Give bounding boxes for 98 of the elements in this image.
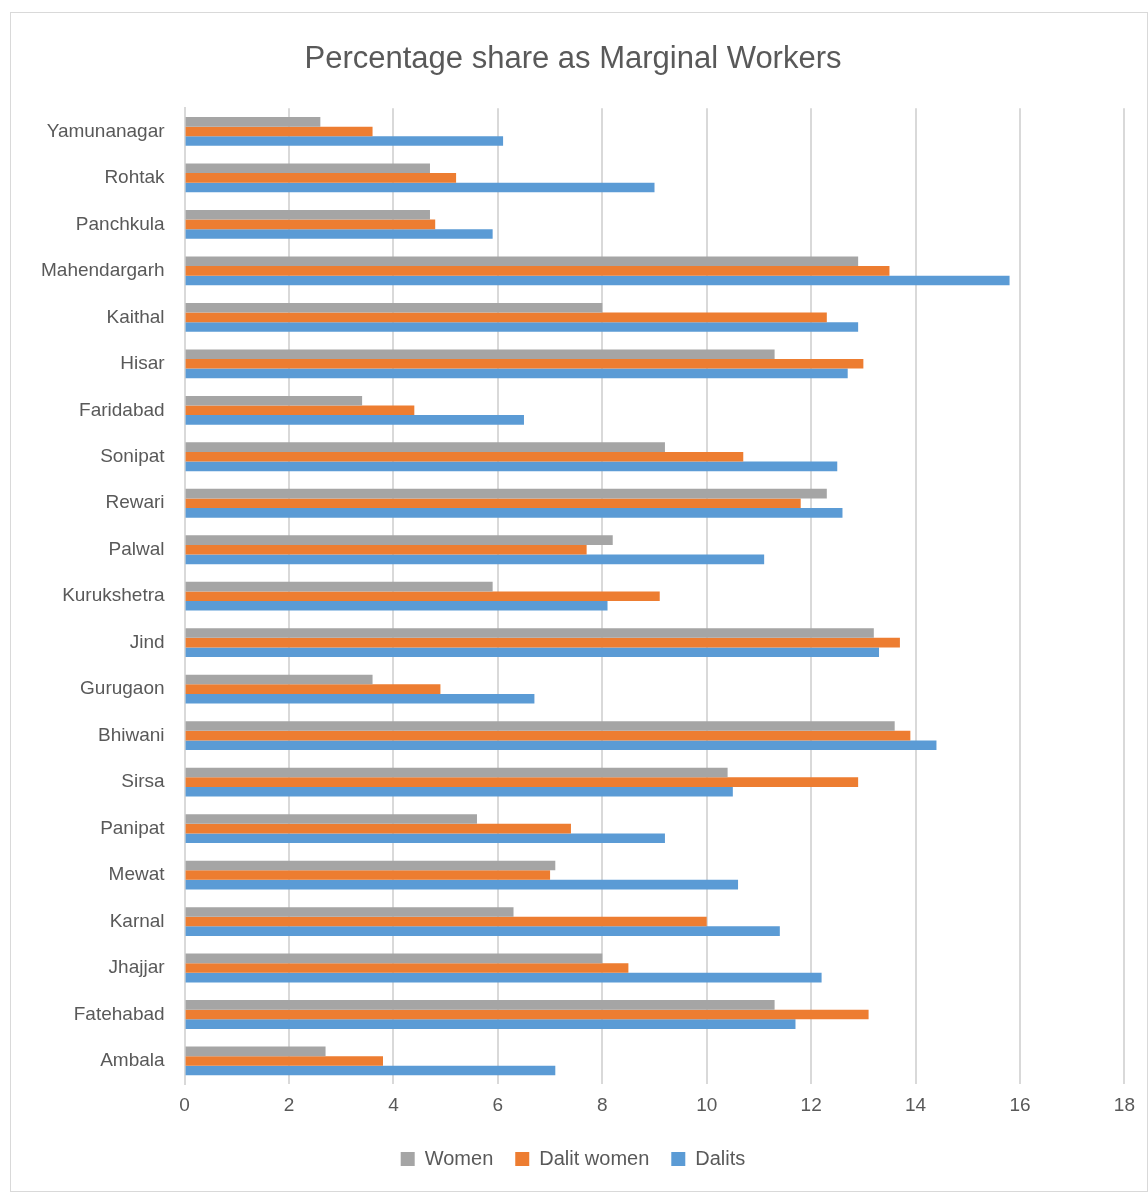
bar bbox=[185, 786, 733, 797]
legend-label: Women bbox=[424, 1146, 494, 1169]
y-tick-label: Faridabad bbox=[79, 398, 165, 420]
bar bbox=[185, 674, 373, 685]
bar bbox=[185, 508, 843, 518]
bar bbox=[185, 275, 1010, 286]
y-tick-label: Jhajjar bbox=[108, 956, 166, 978]
bar bbox=[185, 1019, 796, 1029]
bar bbox=[185, 302, 603, 313]
y-tick-label: Yamunanagar bbox=[46, 119, 166, 141]
y-tick-label: Mahendargarh bbox=[40, 259, 165, 281]
bar bbox=[185, 684, 441, 694]
bar bbox=[185, 1000, 775, 1010]
y-tick-label: Mewat bbox=[108, 863, 166, 885]
bar bbox=[185, 209, 430, 220]
x-tick-label: 4 bbox=[388, 1093, 400, 1115]
bar bbox=[185, 461, 838, 472]
bar bbox=[185, 451, 744, 462]
y-tick-label: Ambala bbox=[100, 1049, 166, 1071]
y-tick-label: Sonipat bbox=[100, 445, 166, 467]
y-tick-label: Kaithal bbox=[106, 305, 165, 327]
y-tick-label: Karnal bbox=[109, 909, 165, 931]
bar bbox=[185, 415, 524, 425]
y-tick-label: Fatehabad bbox=[73, 1002, 165, 1024]
bar bbox=[185, 554, 765, 565]
bar bbox=[185, 266, 890, 276]
bar bbox=[185, 777, 859, 787]
bar bbox=[185, 637, 900, 648]
y-tick-label: Panipat bbox=[100, 816, 166, 838]
bar bbox=[185, 916, 707, 927]
bar bbox=[185, 349, 775, 360]
bar bbox=[185, 591, 660, 601]
bar bbox=[185, 1046, 326, 1057]
x-tick-label: 0 bbox=[179, 1093, 190, 1115]
y-tick-label: Kurukshetra bbox=[62, 584, 165, 606]
bar bbox=[185, 173, 457, 183]
legend-label: Dalits bbox=[695, 1146, 746, 1169]
bar bbox=[185, 1009, 869, 1020]
bar bbox=[185, 907, 514, 917]
bar bbox=[185, 442, 665, 452]
bar bbox=[185, 312, 827, 323]
bar bbox=[185, 163, 430, 174]
y-tick-label: Rewari bbox=[105, 491, 165, 513]
y-tick-label: Hisar bbox=[120, 352, 166, 374]
y-tick-label: Panchkula bbox=[75, 212, 166, 234]
bar bbox=[185, 581, 493, 592]
bar bbox=[185, 395, 363, 406]
bar bbox=[185, 833, 665, 843]
bar bbox=[185, 860, 556, 871]
x-tick-label: 8 bbox=[597, 1093, 608, 1115]
bar bbox=[185, 693, 535, 704]
x-tick-label: 2 bbox=[283, 1093, 295, 1115]
bar bbox=[185, 368, 848, 379]
legend-label: Dalit women bbox=[539, 1146, 650, 1169]
bar bbox=[185, 488, 827, 499]
bar bbox=[185, 972, 822, 983]
bar bbox=[185, 359, 864, 369]
y-tick-label: Gurugaon bbox=[80, 677, 165, 699]
x-tick-label: 12 bbox=[800, 1093, 822, 1115]
bar bbox=[185, 953, 603, 964]
bar bbox=[185, 498, 801, 509]
chart-title: Percentage share as Marginal Workers bbox=[304, 40, 842, 76]
x-tick-label: 6 bbox=[492, 1093, 504, 1115]
bar bbox=[185, 405, 415, 416]
bar bbox=[185, 730, 911, 741]
bar bbox=[185, 601, 608, 611]
bar bbox=[185, 767, 728, 778]
bar bbox=[185, 814, 477, 824]
bar bbox=[185, 535, 613, 545]
bar bbox=[185, 126, 373, 137]
bar bbox=[185, 963, 629, 973]
bar bbox=[185, 823, 571, 834]
y-tick-label: Rohtak bbox=[104, 166, 166, 188]
bar bbox=[185, 721, 895, 731]
bar bbox=[185, 740, 937, 751]
bar bbox=[185, 544, 587, 555]
bar bbox=[185, 182, 655, 193]
x-tick-label: 18 bbox=[1113, 1093, 1135, 1115]
bar bbox=[185, 219, 436, 230]
y-tick-label: Jind bbox=[129, 630, 165, 652]
bar bbox=[185, 879, 739, 890]
bar bbox=[185, 229, 493, 239]
y-tick-label: Palwal bbox=[108, 537, 165, 559]
bar bbox=[185, 256, 859, 267]
y-tick-label: Bhiwani bbox=[98, 723, 165, 745]
y-tick-label: Sirsa bbox=[121, 770, 166, 792]
bar bbox=[185, 1056, 383, 1066]
bar bbox=[185, 647, 880, 658]
bar bbox=[185, 117, 321, 127]
bar bbox=[185, 870, 551, 880]
bar bbox=[185, 136, 504, 146]
x-tick-label: 14 bbox=[905, 1093, 927, 1115]
x-tick-label: 16 bbox=[1009, 1093, 1031, 1115]
bar bbox=[185, 322, 859, 332]
bar bbox=[185, 628, 874, 638]
x-tick-label: 10 bbox=[696, 1093, 718, 1115]
bar bbox=[185, 926, 780, 936]
bar bbox=[185, 1065, 556, 1076]
